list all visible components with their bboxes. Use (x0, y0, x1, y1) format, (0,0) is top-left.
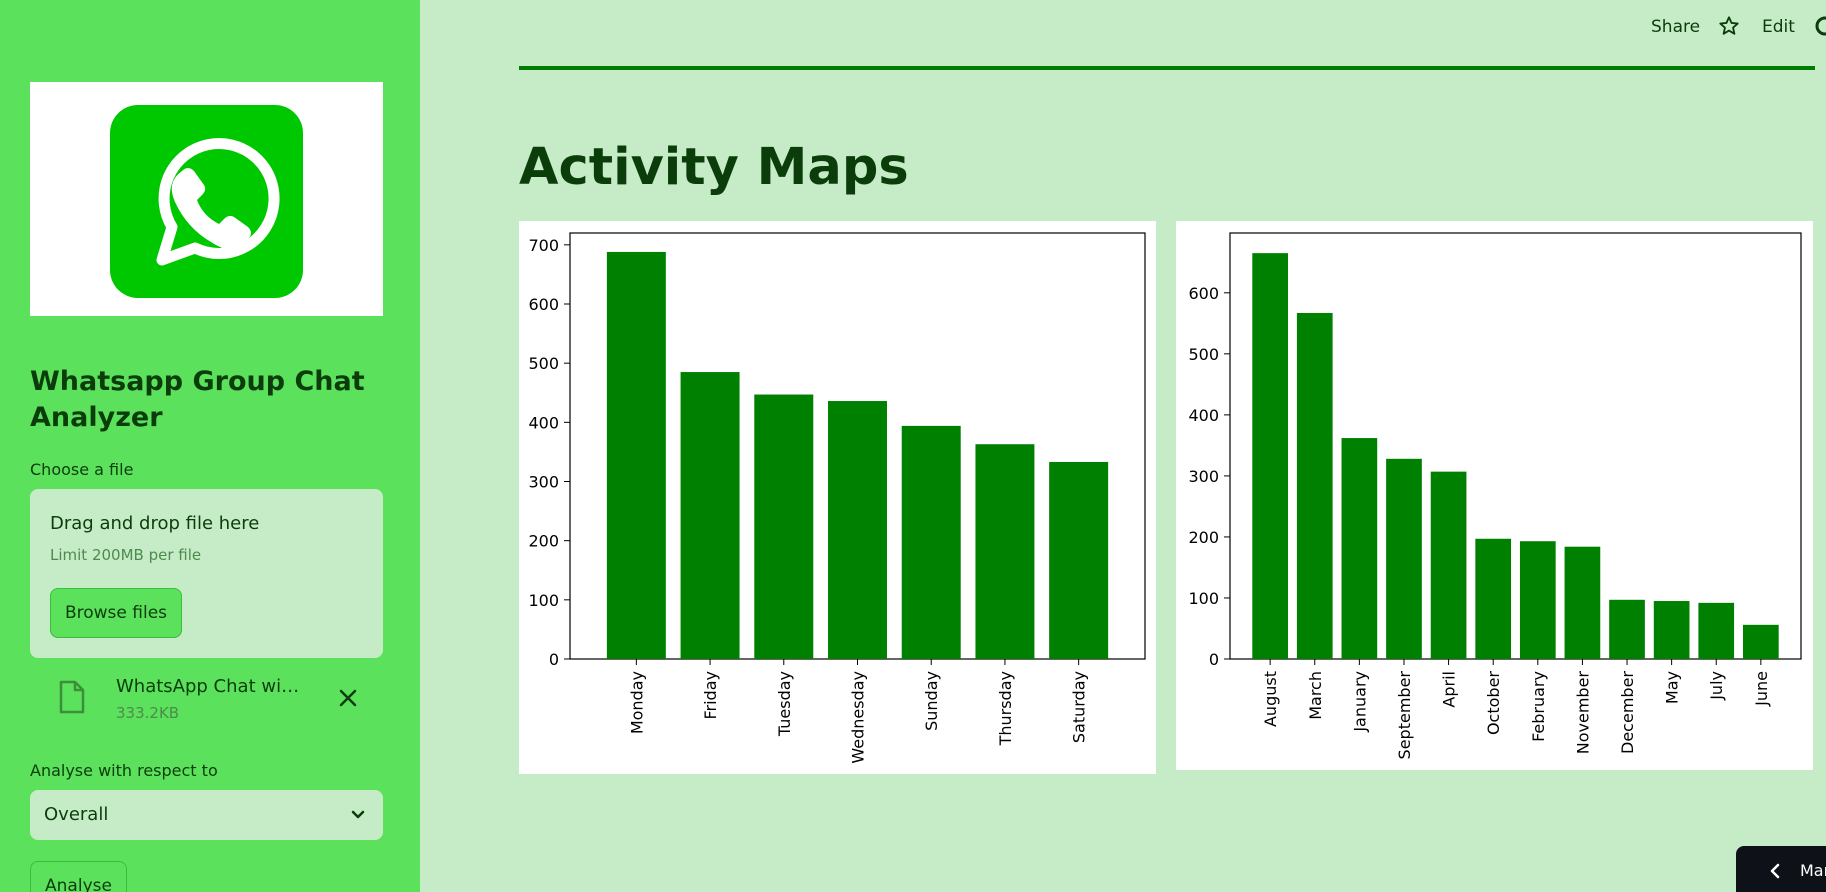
github-icon[interactable] (1815, 16, 1826, 36)
y-tick-label: 100 (528, 591, 559, 610)
bar (1698, 602, 1735, 659)
y-tick-label: 600 (528, 295, 559, 314)
whatsapp-logo (30, 82, 383, 316)
edit-button[interactable]: Edit (1762, 17, 1795, 37)
file-upload-label: Choose a file (30, 460, 134, 479)
close-icon[interactable] (336, 686, 360, 710)
x-tick-label: Monday (627, 671, 646, 734)
page-title: Activity Maps (519, 138, 909, 197)
sidebar: Whatsapp Group Chat Analyzer Choose a fi… (0, 0, 420, 892)
y-tick-label: 300 (1188, 467, 1219, 486)
y-tick-label: 700 (528, 236, 559, 255)
bar (1341, 438, 1378, 659)
bar (1296, 312, 1333, 659)
bar (1252, 253, 1288, 660)
x-tick-label: Saturday (1070, 671, 1089, 743)
y-tick-label: 0 (549, 650, 559, 669)
manage-app-toolbar[interactable]: Mar (1736, 846, 1826, 892)
y-tick-label: 200 (528, 532, 559, 551)
uploaded-file-name: WhatsApp Chat with Me… (116, 676, 306, 697)
x-tick-label: Wednesday (849, 671, 868, 764)
y-tick-label: 600 (1188, 284, 1219, 303)
x-tick-label: October (1484, 671, 1503, 735)
bar (975, 444, 1035, 659)
x-tick-label: September (1395, 671, 1414, 760)
dropzone-limit: Limit 200MB per file (50, 546, 202, 564)
x-tick-label: Thursday (996, 671, 1015, 746)
bar (1386, 458, 1422, 659)
dropzone-title: Drag and drop file here (50, 513, 260, 534)
uploaded-file: WhatsApp Chat with Me… 333.2KB (30, 668, 383, 732)
x-tick-label: July (1707, 671, 1726, 701)
bar (1653, 601, 1690, 659)
y-tick-label: 500 (528, 354, 559, 373)
share-button[interactable]: Share (1651, 17, 1701, 37)
bar (680, 372, 740, 659)
whatsapp-icon (110, 105, 303, 298)
x-tick-label: March (1306, 671, 1325, 720)
x-tick-label: February (1529, 671, 1548, 742)
app-title: Whatsapp Group Chat Analyzer (30, 366, 365, 433)
browse-files-button[interactable]: Browse files (50, 588, 182, 638)
file-icon (59, 680, 85, 714)
bar (1430, 471, 1467, 659)
chevron-down-icon (351, 810, 365, 819)
bar (606, 251, 666, 659)
chevron-left-icon (1770, 863, 1780, 879)
bar (901, 425, 961, 659)
y-tick-label: 200 (1188, 528, 1219, 547)
analyse-select[interactable]: Overall (30, 790, 383, 840)
plot-frame (1229, 232, 1802, 660)
weekday-activity-chart: 0 100 200 300 400 500 600 700 Monday Friday Tuesda… (519, 221, 1156, 774)
bar (1564, 546, 1601, 659)
x-tick-label: May (1663, 671, 1682, 704)
analyse-button[interactable]: Analyse (30, 861, 127, 892)
x-tick-label: December (1618, 671, 1637, 754)
bar (1519, 541, 1556, 659)
y-tick-label: 500 (1188, 345, 1219, 364)
y-tick-label: 400 (1188, 406, 1219, 425)
header-divider (519, 66, 1815, 70)
x-tick-label: Tuesday (775, 671, 794, 737)
x-tick-label: Sunday (922, 671, 941, 731)
y-tick-label: 300 (528, 473, 559, 492)
file-dropzone[interactable]: Drag and drop file here Limit 200MB per … (30, 489, 383, 658)
bar (1743, 624, 1779, 659)
star-icon[interactable] (1718, 15, 1740, 37)
uploaded-file-size: 333.2KB (116, 704, 180, 722)
bar (1049, 461, 1109, 659)
analyse-select-label: Analyse with respect to (30, 761, 218, 780)
y-tick-label: 100 (1188, 589, 1219, 608)
x-tick-label: April (1440, 671, 1459, 708)
manage-app-label: Mar (1800, 861, 1826, 880)
y-tick-label: 400 (528, 413, 559, 432)
monthly-activity-chart: 0 100 200 300 400 500 600 August March January Sep… (1176, 221, 1813, 770)
bar (754, 394, 814, 659)
bar (828, 401, 887, 659)
bar (1475, 538, 1512, 659)
x-tick-label: August (1261, 671, 1280, 727)
x-tick-label: Friday (701, 671, 720, 720)
bar (1609, 599, 1645, 659)
x-tick-label: November (1573, 671, 1592, 755)
x-tick-label: June (1752, 671, 1771, 707)
x-tick-label: January (1350, 671, 1369, 733)
y-tick-label: 0 (1209, 650, 1219, 669)
analyse-select-value: Overall (44, 804, 109, 825)
